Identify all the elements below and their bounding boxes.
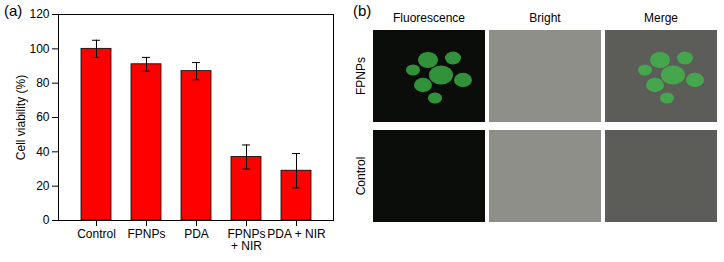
svg-text:FPNPs: FPNPs bbox=[127, 227, 165, 241]
svg-text:FPNPs: FPNPs bbox=[354, 57, 368, 95]
svg-text:Fluorescence: Fluorescence bbox=[393, 11, 465, 25]
svg-text:120: 120 bbox=[29, 7, 49, 21]
svg-text:FPNPs+ NIR: FPNPs+ NIR bbox=[227, 227, 265, 253]
svg-text:Control: Control bbox=[354, 157, 368, 196]
svg-text:PDA: PDA bbox=[184, 227, 209, 241]
svg-text:PDA + NIR: PDA + NIR bbox=[267, 227, 326, 241]
svg-text:Merge: Merge bbox=[644, 11, 678, 25]
html-text:(b): (b) bbox=[353, 2, 372, 19]
svg-text:80: 80 bbox=[36, 76, 50, 90]
html-text:(a): (a) bbox=[4, 2, 23, 19]
svg-text:Control: Control bbox=[77, 227, 116, 241]
svg-text:20: 20 bbox=[36, 179, 50, 193]
svg-text:100: 100 bbox=[29, 42, 49, 56]
svg-text:60: 60 bbox=[36, 110, 50, 124]
svg-text:0: 0 bbox=[43, 213, 50, 227]
svg-text:40: 40 bbox=[36, 145, 50, 159]
svg-text:Bright: Bright bbox=[529, 11, 561, 25]
svg-text:Cell viability (%): Cell viability (%) bbox=[14, 75, 28, 160]
